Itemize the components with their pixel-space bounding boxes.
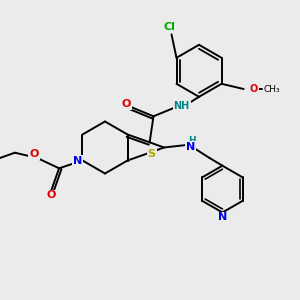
Text: N: N	[73, 155, 82, 166]
Text: O: O	[250, 84, 258, 94]
Text: H: H	[188, 136, 196, 146]
Text: O: O	[122, 99, 131, 109]
Text: Cl: Cl	[164, 22, 175, 32]
Text: N: N	[186, 142, 195, 152]
Text: O: O	[46, 190, 56, 200]
Text: NH: NH	[173, 101, 190, 111]
Text: S: S	[148, 149, 156, 159]
Text: O: O	[29, 149, 39, 159]
Text: CH₃: CH₃	[263, 85, 280, 94]
Text: N: N	[218, 212, 227, 223]
